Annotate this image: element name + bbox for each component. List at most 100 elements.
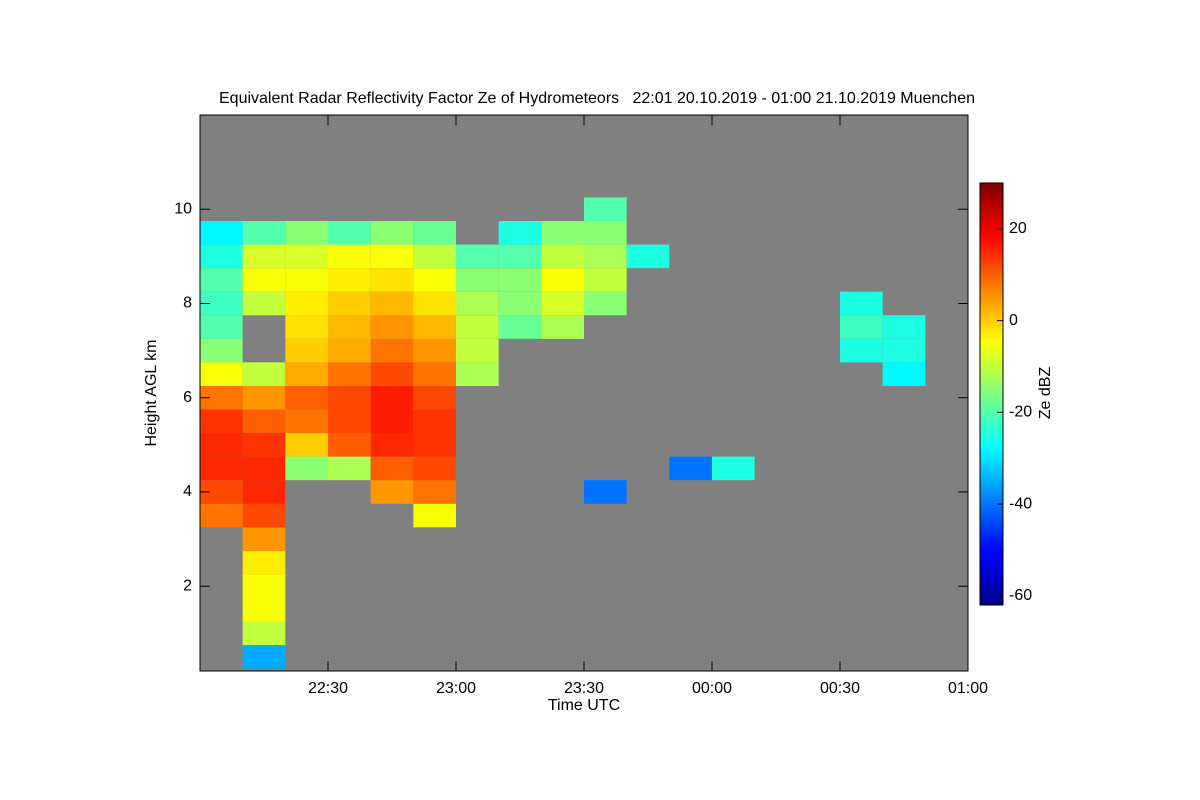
heatmap-cell — [456, 315, 499, 339]
heatmap-cell — [882, 362, 926, 386]
heatmap-cell — [840, 291, 883, 316]
heatmap-cell — [242, 456, 286, 481]
heatmap-cell — [200, 291, 243, 316]
heatmap-cell — [285, 409, 328, 434]
heatmap-cell — [285, 221, 328, 245]
heatmap-cell — [413, 480, 456, 504]
heatmap-cell — [413, 503, 456, 528]
x-tick-label: 22:30 — [308, 680, 348, 697]
heatmap-cell — [242, 527, 286, 551]
heatmap-cell — [285, 268, 328, 292]
heatmap-cell — [413, 456, 456, 481]
heatmap-cell — [328, 385, 371, 410]
heatmap-cell — [242, 597, 286, 622]
heatmap-cell — [456, 268, 499, 292]
heatmap-cell — [413, 244, 456, 269]
heatmap-cell — [328, 456, 371, 481]
heatmap-cell — [200, 480, 243, 504]
heatmap-cell — [370, 315, 414, 339]
x-tick-label: 23:30 — [564, 680, 604, 697]
heatmap-cell — [200, 268, 243, 292]
colorbar-label: Ze dBZ — [1037, 367, 1054, 420]
x-tick-label: 00:30 — [820, 680, 860, 697]
heatmap-cell — [370, 433, 414, 457]
heatmap-cell — [242, 621, 286, 646]
colorbar-tick-label: -40 — [1009, 495, 1032, 512]
heatmap-cell — [413, 433, 456, 457]
colorbar — [979, 182, 1004, 606]
heatmap-cell — [242, 385, 286, 410]
heatmap-cell — [285, 433, 328, 457]
heatmap-cell — [328, 338, 371, 363]
heatmap-cell — [840, 315, 883, 339]
heatmap-cell — [370, 456, 414, 481]
heatmap-cell — [370, 221, 414, 245]
heatmap-cell — [413, 338, 456, 363]
heatmap-cell — [242, 433, 286, 457]
heatmap-cell — [328, 409, 371, 434]
x-tick-label: 01:00 — [948, 680, 988, 697]
heatmap-cell — [370, 291, 414, 316]
heatmap-cell — [498, 221, 542, 245]
heatmap-cell — [285, 338, 328, 363]
heatmap-cell — [413, 268, 456, 292]
y-tick-label: 10 — [174, 200, 192, 217]
y-tick-label: 2 — [183, 577, 192, 594]
heatmap-cell — [541, 315, 584, 339]
heatmap-cell — [541, 268, 584, 292]
heatmap-cell — [712, 456, 755, 481]
heatmap-cell — [242, 268, 286, 292]
heatmap-cell — [200, 433, 243, 457]
heatmap-cell — [242, 550, 286, 575]
x-tick-label: 00:00 — [692, 680, 732, 697]
heatmap-cell — [285, 362, 328, 386]
chart-title: Equivalent Radar Reflectivity Factor Ze … — [219, 90, 975, 107]
heatmap-cell — [498, 268, 542, 292]
heatmap-cell — [413, 385, 456, 410]
heatmap-cell — [328, 362, 371, 386]
heatmap-cell — [200, 338, 243, 363]
heatmap-cell — [498, 291, 542, 316]
heatmap-cell — [370, 338, 414, 363]
heatmap-cell — [200, 385, 243, 410]
heatmap-cell — [242, 480, 286, 504]
heatmap-cell — [200, 503, 243, 528]
heatmap-cell — [882, 315, 926, 339]
x-axis-label: Time UTC — [548, 697, 620, 714]
heatmap-cell — [413, 409, 456, 434]
heatmap-cell — [200, 456, 243, 481]
heatmap-cell — [413, 362, 456, 386]
heatmap-cell — [242, 244, 286, 269]
heatmap-cell — [370, 244, 414, 269]
colorbar-tick-label: -60 — [1009, 587, 1032, 604]
heatmap-cell — [200, 221, 243, 245]
heatmap-cell — [242, 221, 286, 245]
heatmap-cell — [541, 291, 584, 316]
heatmap-cell — [584, 221, 627, 245]
heatmap-cell — [200, 244, 243, 269]
heatmap-cell — [498, 244, 542, 269]
y-tick-label: 8 — [183, 295, 192, 312]
y-tick-label: 4 — [183, 483, 192, 500]
heatmap-cell — [456, 362, 499, 386]
heatmap-cell — [200, 315, 243, 339]
x-tick-label: 23:00 — [436, 680, 476, 697]
heatmap-cell — [541, 221, 584, 245]
heatmap-cell — [328, 221, 371, 245]
heatmap-cell — [370, 268, 414, 292]
heatmap-cell — [328, 244, 371, 269]
heatmap-cell — [584, 480, 627, 504]
y-tick-label: 6 — [183, 389, 192, 406]
colorbar-tick-label: -20 — [1009, 404, 1032, 421]
heatmap-cell — [242, 574, 286, 598]
heatmap-cell — [370, 480, 414, 504]
heatmap-cell — [328, 268, 371, 292]
heatmap-cell — [584, 244, 627, 269]
heatmap-cell — [456, 244, 499, 269]
heatmap-cell — [200, 409, 243, 434]
colorbar-tick-label: 20 — [1009, 220, 1027, 237]
heatmap-cell — [285, 315, 328, 339]
heatmap-cell — [413, 315, 456, 339]
heatmap-cell — [456, 291, 499, 316]
